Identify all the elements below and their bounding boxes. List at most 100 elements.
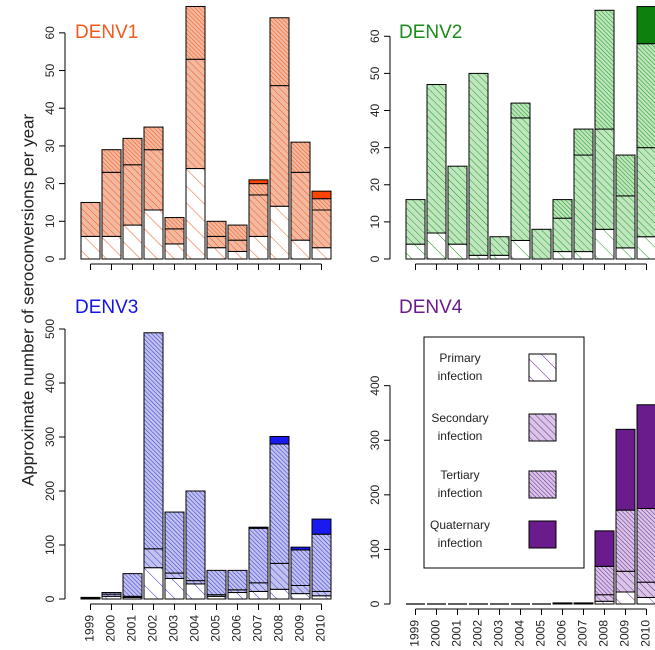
x-tick-label: 2008	[272, 615, 286, 642]
legend-label-line1: Primary	[439, 351, 480, 365]
x-tick-label: 2002	[146, 615, 160, 642]
x-tick-label: 2007	[251, 615, 265, 642]
bar-segment-2008-s3	[269, 17, 290, 87]
bar-segment-2005-s1	[206, 247, 227, 260]
bar-segment-1999-s1	[80, 235, 101, 260]
bar-segment-2004-s1	[185, 583, 206, 600]
y-tick-label: 0	[43, 595, 57, 602]
bar-segment-2002-s2	[143, 149, 164, 211]
panel-title: DENV3	[75, 297, 138, 318]
bar-segment-2008-s4	[594, 530, 615, 567]
bar-segment-2007-s3	[248, 527, 269, 584]
y-tick-label: 50	[43, 64, 57, 78]
bar-segment-2007-s1	[248, 235, 269, 260]
y-tick-label: 300	[43, 427, 57, 447]
bar-segment-2003-s3	[164, 217, 185, 230]
bar-segment-2003-s2	[489, 236, 510, 256]
y-tick-label: 10	[43, 214, 57, 228]
bar-segment-2005-s3	[206, 569, 227, 596]
bar-segment-2003-s3	[164, 511, 185, 574]
x-tick-label: 1999	[408, 620, 422, 647]
y-tick-label: 500	[43, 319, 57, 339]
bar-segment-2002-s3	[143, 126, 164, 151]
bar-segment-2002-s2	[143, 548, 164, 569]
bar-segment-2009-s1	[615, 591, 636, 605]
y-tick-label: 10	[368, 215, 382, 229]
bar-segment-2010-s1	[311, 247, 332, 260]
legend-swatch	[528, 413, 557, 442]
bar-segment-2002-s1	[143, 209, 164, 260]
legend-label-line2: infection	[438, 486, 483, 500]
bar-segment-2008-s1	[594, 228, 615, 260]
x-tick-label: 2010	[639, 620, 653, 647]
bar-segment-2010-s3	[636, 43, 655, 149]
bar-segment-2009-s3	[615, 509, 636, 572]
bar-segment-2006-s3	[552, 199, 573, 219]
bar-segment-2010-s3	[311, 533, 332, 592]
bar-segment-2003-s1	[489, 254, 510, 260]
bar-segment-2006-s1	[227, 250, 248, 260]
bar-segment-2006-s3	[227, 569, 248, 591]
bar-segment-2009-s2	[290, 171, 311, 241]
y-tick-label: 50	[368, 66, 382, 80]
bar-segment-2004-s3	[510, 102, 531, 119]
y-tick-label: 400	[43, 373, 57, 393]
x-tick-label: 2004	[188, 615, 202, 642]
bar-segment-2007-s2	[573, 154, 594, 253]
bar-segment-2006-s1	[227, 592, 248, 600]
bar-segment-2009-s4	[290, 546, 311, 551]
bar-segment-2006-s3	[227, 224, 248, 241]
y-tick-label: 0	[368, 600, 382, 607]
bar-segment-2007-s1	[573, 251, 594, 260]
bar-segment-2006-s3	[552, 602, 573, 604]
bar-segment-2003-s2	[164, 572, 185, 579]
y-tick-label: 200	[368, 485, 382, 505]
bar-segment-2005-s2	[206, 235, 227, 249]
x-tick-label: 1999	[83, 615, 97, 642]
x-tick-label: 2006	[555, 620, 569, 647]
panel-denv4: DENV4 0 100 200 300 400 1999 2000 2001 2002 2003 20…	[368, 297, 655, 647]
bar-segment-2008-s4	[269, 435, 290, 445]
bar-segment-2009-s3	[615, 154, 636, 197]
bar-segment-2002-s1	[143, 567, 164, 600]
bar-segment-2002-s2	[468, 72, 489, 256]
bar-segment-2004-s3	[185, 490, 206, 582]
legend-label-line1: Quaternary	[430, 518, 490, 532]
bar-segment-1999-s2	[80, 201, 101, 237]
y-axis-label: Approximate number of seroconversions pe…	[18, 114, 37, 487]
bar-segment-2000-s2	[426, 84, 447, 234]
bar-segment-2003-s2	[164, 228, 185, 245]
bar-segment-2010-s1	[636, 596, 655, 605]
x-tick-label: 2001	[450, 620, 464, 647]
bar-segment-1999-s2	[405, 199, 426, 245]
bar-segment-2010-s3	[636, 507, 655, 583]
bar-segment-2010-s1	[636, 236, 655, 260]
bar-segment-2010-s2	[311, 590, 332, 597]
y-tick-label: 40	[43, 101, 57, 115]
x-tick-label: 2005	[534, 620, 548, 647]
bar-segment-2008-s1	[269, 205, 290, 260]
y-tick-label: 30	[43, 139, 57, 153]
x-tick-label: 2003	[492, 620, 506, 647]
x-tick-label: 2009	[293, 615, 307, 642]
bar-segment-2010-s4	[311, 190, 332, 200]
x-tick-label: 2008	[597, 620, 611, 647]
legend-label-line2: infection	[438, 429, 483, 443]
bar-segment-2009-s4	[615, 428, 636, 511]
bar-segment-2009-s1	[290, 239, 311, 260]
bar-segment-2009-s3	[290, 549, 311, 586]
x-tick-label: 2003	[167, 615, 181, 642]
panel-denv3: DENV3 0 100 200 300 400 500 1999 2000 2001 2002 200…	[43, 297, 332, 642]
y-tick-label: 0	[43, 255, 57, 262]
bar-segment-2004-s2	[510, 117, 531, 241]
bar-segment-1999-s1	[405, 243, 426, 260]
bar-segment-2009-s2	[615, 195, 636, 249]
bar-segment-2006-s2	[227, 239, 248, 252]
bar-segment-2004-s1	[185, 168, 206, 260]
bar-segment-2008-s1	[269, 588, 290, 600]
x-tick-label: 2010	[314, 615, 328, 642]
bar-segment-2008-s2	[269, 85, 290, 207]
y-tick-label: 60	[368, 29, 382, 43]
panel-title: DENV4	[399, 297, 463, 318]
